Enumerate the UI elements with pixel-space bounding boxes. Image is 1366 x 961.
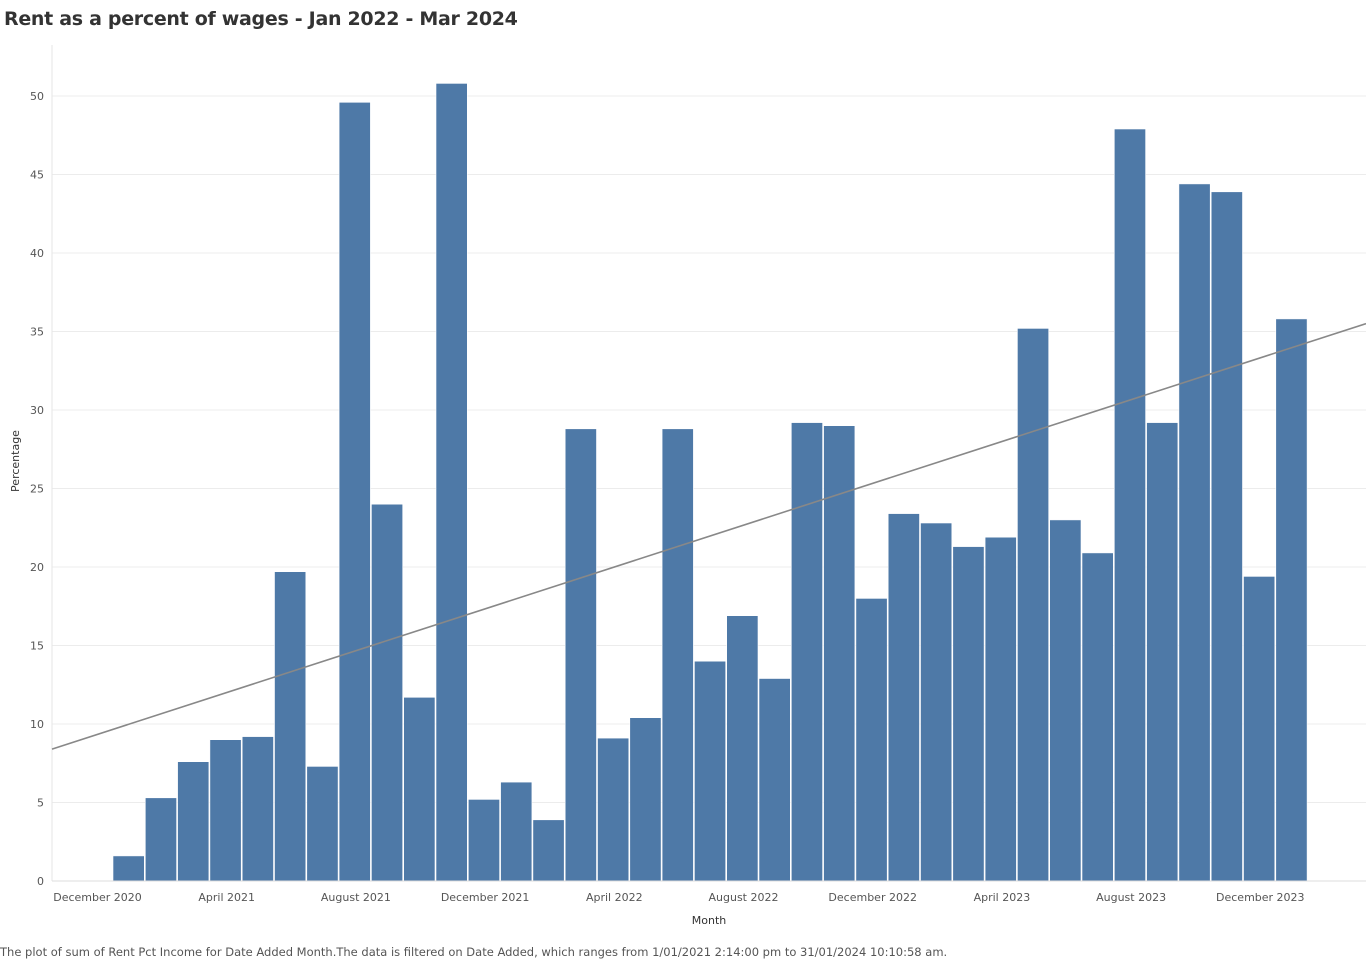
y-tick-label: 25 bbox=[30, 483, 44, 496]
y-axis-ticks: 0 5 10 15 20 25 30 35 40 45 50 bbox=[30, 90, 44, 888]
bar bbox=[1243, 576, 1276, 882]
y-tick-label: 20 bbox=[30, 561, 44, 574]
bar bbox=[661, 428, 694, 882]
x-tick-label: August 2022 bbox=[709, 891, 779, 904]
bar bbox=[1210, 191, 1243, 882]
x-tick-label: December 2022 bbox=[828, 891, 917, 904]
bar bbox=[1146, 422, 1179, 882]
x-tick-label: April 2023 bbox=[974, 891, 1031, 904]
y-tick-label: 10 bbox=[30, 718, 44, 731]
bar bbox=[952, 546, 985, 882]
bar bbox=[823, 425, 856, 882]
bars bbox=[112, 83, 1308, 882]
bar bbox=[209, 739, 242, 882]
bar bbox=[435, 83, 468, 882]
x-axis-ticks: December 2020 April 2021 August 2021 Decemb… bbox=[53, 891, 1304, 904]
bar bbox=[726, 615, 759, 882]
bar bbox=[694, 660, 727, 882]
x-tick-label: August 2021 bbox=[321, 891, 391, 904]
chart-title: Rent as a percent of wages - Jan 2022 - … bbox=[4, 8, 518, 30]
bar bbox=[984, 536, 1017, 882]
x-tick-label: April 2021 bbox=[198, 891, 255, 904]
bar bbox=[1081, 552, 1114, 882]
bar bbox=[241, 736, 274, 882]
y-tick-label: 15 bbox=[30, 640, 44, 653]
y-tick-label: 45 bbox=[30, 169, 44, 182]
bar bbox=[629, 717, 662, 882]
bar bbox=[371, 503, 403, 882]
y-tick-label: 30 bbox=[30, 404, 44, 417]
x-tick-label: December 2020 bbox=[53, 891, 142, 904]
bar bbox=[1114, 128, 1146, 882]
y-tick-label: 5 bbox=[37, 797, 44, 810]
bar bbox=[532, 819, 565, 882]
bar bbox=[306, 766, 339, 882]
gridlines bbox=[51, 45, 1366, 881]
bar bbox=[564, 428, 597, 882]
trend-line bbox=[51, 322, 1366, 750]
x-tick-label: August 2023 bbox=[1096, 891, 1166, 904]
y-tick-label: 40 bbox=[30, 247, 44, 260]
bar bbox=[177, 761, 210, 882]
x-axis-title: Month bbox=[692, 914, 727, 927]
x-tick-label: December 2023 bbox=[1216, 891, 1305, 904]
x-tick-label: December 2021 bbox=[441, 891, 530, 904]
x-tick-label: April 2022 bbox=[586, 891, 643, 904]
bar bbox=[887, 513, 920, 882]
y-tick-label: 35 bbox=[30, 326, 44, 339]
bar bbox=[1017, 328, 1050, 882]
y-tick-label: 50 bbox=[30, 90, 44, 103]
bar bbox=[758, 678, 791, 882]
trend-line-group bbox=[51, 322, 1366, 750]
bar bbox=[1275, 318, 1308, 882]
bar bbox=[1049, 519, 1082, 882]
y-tick-label: 0 bbox=[37, 875, 44, 888]
bar bbox=[500, 781, 533, 882]
bar bbox=[1178, 183, 1211, 882]
bar bbox=[274, 571, 307, 882]
bar bbox=[920, 522, 953, 882]
bar bbox=[597, 737, 630, 882]
bar bbox=[855, 598, 888, 882]
bar bbox=[790, 422, 823, 882]
bar bbox=[467, 799, 500, 882]
bar bbox=[112, 855, 145, 882]
y-axis-title: Percentage bbox=[9, 430, 22, 492]
chart-footnote: The plot of sum of Rent Pct Income for D… bbox=[0, 945, 948, 959]
bar bbox=[403, 696, 436, 882]
bar bbox=[338, 102, 371, 882]
bar bbox=[145, 797, 177, 882]
